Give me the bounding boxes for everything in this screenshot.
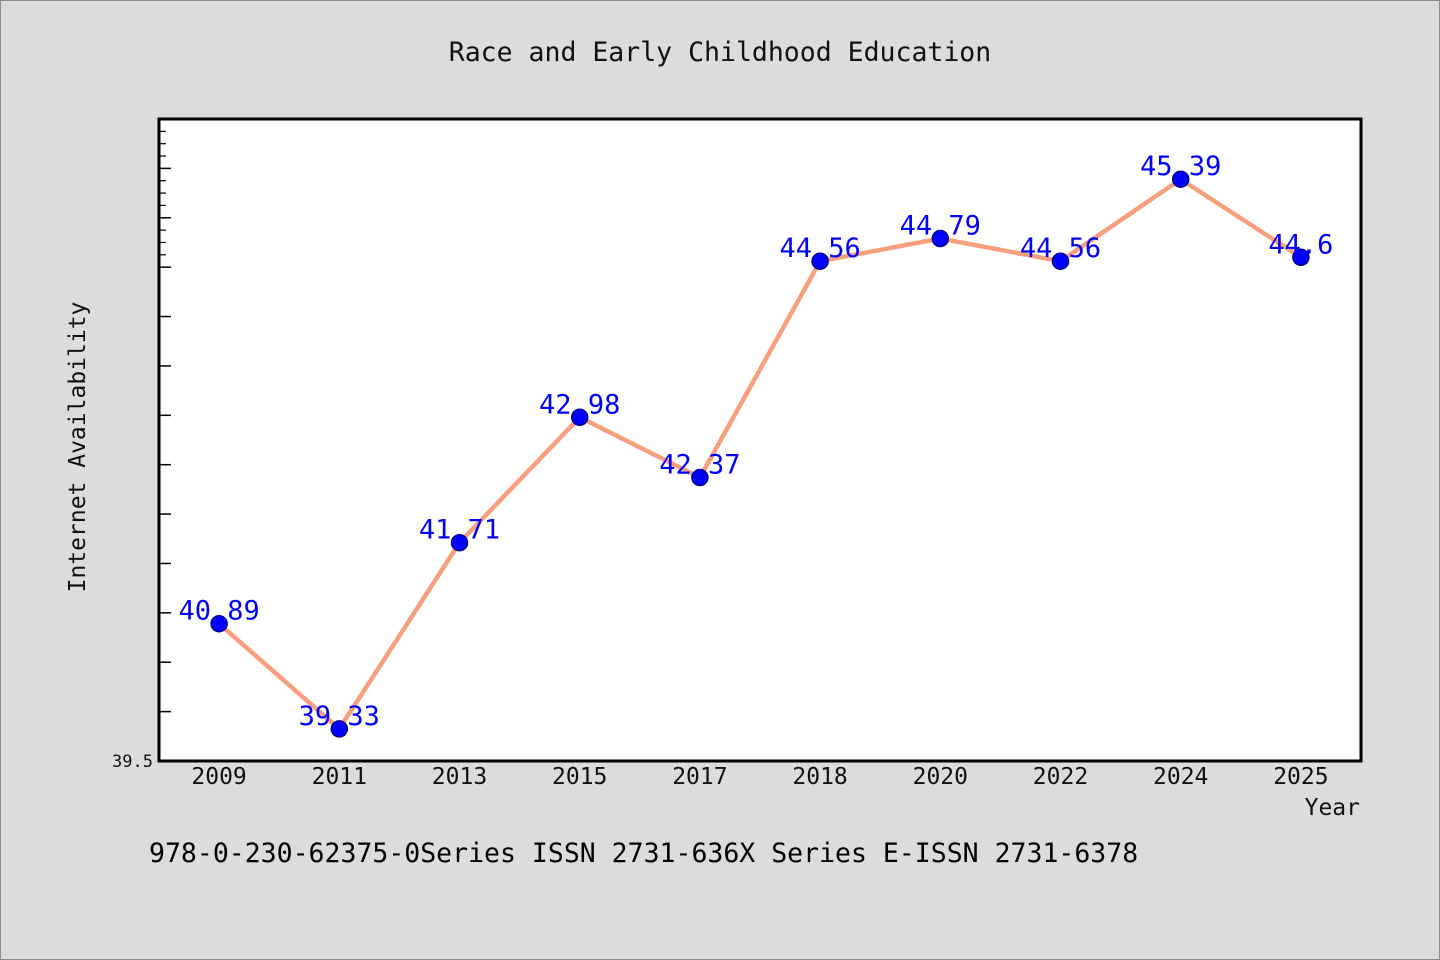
data-point-marker xyxy=(1292,248,1310,267)
isbn-issn-footer: 978-0-230-62375-0Series ISSN 2731-636X S… xyxy=(149,838,1138,869)
x-tick-label: 2013 xyxy=(432,764,487,790)
x-tick-label: 2018 xyxy=(792,764,847,790)
x-tick-label: 2011 xyxy=(312,764,367,790)
x-tick-label: 2022 xyxy=(1033,764,1088,790)
data-point-marker xyxy=(1051,252,1070,270)
data-markers xyxy=(210,170,1310,738)
data-label: 42.37 xyxy=(659,450,740,481)
x-axis-label: Year xyxy=(1305,795,1360,821)
data-label: 44.6 xyxy=(1268,229,1333,260)
chart-title: Race and Early Childhood Education xyxy=(449,37,991,68)
x-tick-label: 2015 xyxy=(552,764,607,790)
plot-area xyxy=(157,117,1363,763)
data-point-marker xyxy=(570,408,589,427)
data-point-marker xyxy=(931,229,950,248)
data-label: 42.98 xyxy=(539,389,620,420)
x-tick-label: 2024 xyxy=(1153,764,1208,790)
data-point-marker xyxy=(210,614,228,633)
data-label: 41.71 xyxy=(419,515,500,546)
data-labels: 40.89 39.33 41.71 42.98 42.37 44.56 44.79 44.56… xyxy=(178,151,1333,732)
y-axis: 39.5 xyxy=(112,118,171,772)
data-point-marker xyxy=(691,468,709,487)
data-point-marker xyxy=(450,533,469,552)
data-label: 39.33 xyxy=(299,701,380,732)
series-line xyxy=(216,176,1304,732)
data-point-marker xyxy=(1171,170,1190,188)
y-tick-label: 39.5 xyxy=(112,752,153,772)
data-point-marker xyxy=(330,720,349,738)
data-label: 44.79 xyxy=(900,211,981,242)
data-point-marker xyxy=(811,252,829,270)
x-tick-label: 2025 xyxy=(1273,764,1328,790)
data-label: 40.89 xyxy=(178,596,259,627)
data-label: 44.56 xyxy=(779,233,860,264)
data-series xyxy=(216,176,1304,732)
data-label: 45.39 xyxy=(1140,151,1221,182)
x-tick-label: 2009 xyxy=(191,764,246,790)
x-tick-label: 2017 xyxy=(672,764,727,790)
x-tick-label: 2020 xyxy=(913,764,968,790)
x-axis: 2009 2011 2013 2015 2017 2018 2020 2022 2024 2025 xyxy=(191,764,1328,790)
y-axis-label: Internet Availability xyxy=(65,302,91,593)
data-label: 44.56 xyxy=(1020,233,1101,264)
